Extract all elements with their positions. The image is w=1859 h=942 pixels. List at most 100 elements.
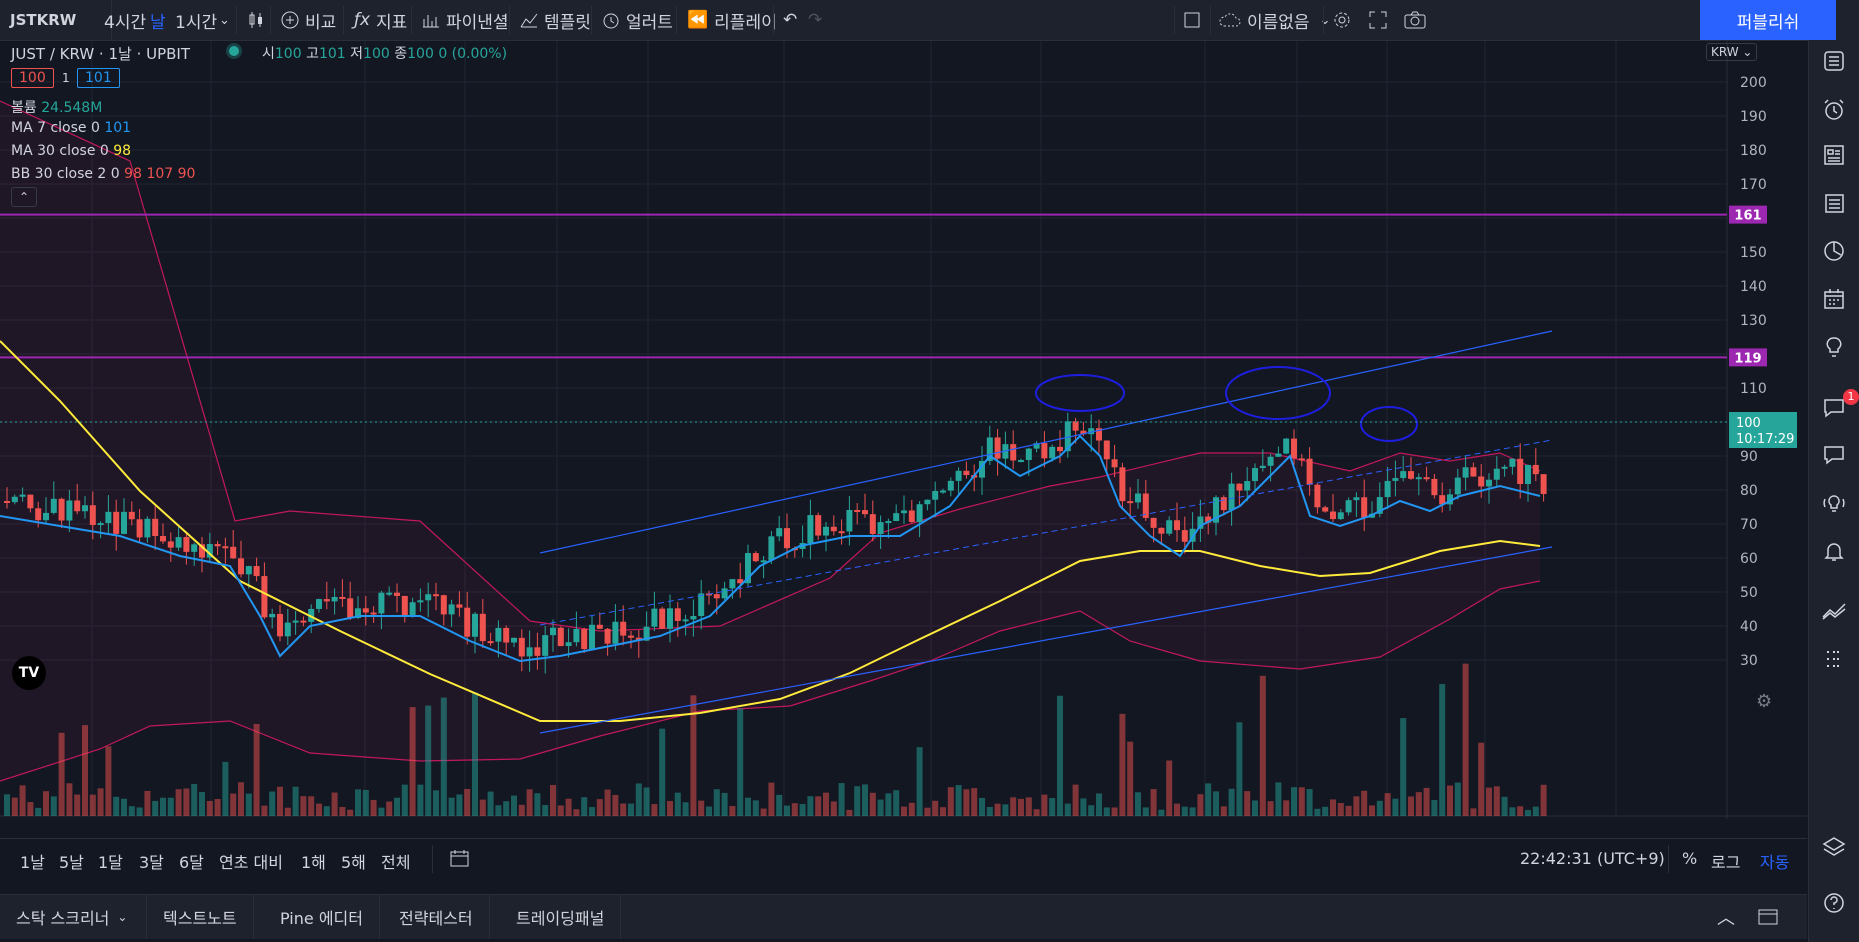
- camera-icon[interactable]: [1404, 0, 1426, 40]
- chevron-down-icon: ⌄: [117, 910, 128, 924]
- chart-type-candles-icon[interactable]: [247, 0, 265, 40]
- ideas-lightbulb-icon[interactable]: [1819, 332, 1849, 362]
- price-tick-label: 130: [1740, 313, 1767, 329]
- candle-body: [955, 470, 962, 481]
- settings-gear-icon[interactable]: [1332, 0, 1352, 40]
- clock-timezone[interactable]: 22:42:31 (UTC+9): [1520, 849, 1665, 868]
- panel-window-icon[interactable]: [1758, 895, 1778, 939]
- volume-bar: [347, 809, 354, 816]
- help-question-icon[interactable]: [1819, 888, 1849, 918]
- range-all[interactable]: 전체: [381, 853, 411, 872]
- tab-stock-screener[interactable]: 스탁 스크리너 ⌄: [0, 895, 147, 939]
- tab-pine-editor[interactable]: Pine 에디터: [264, 895, 380, 939]
- trading-trend-icon[interactable]: [1819, 596, 1849, 626]
- volume-bar: [1283, 800, 1290, 816]
- indicators-button[interactable]: ƒx 지표: [354, 0, 407, 40]
- volume-bar: [737, 708, 744, 816]
- candle-body: [1213, 497, 1219, 523]
- layout-name-button[interactable]: 이름없음 ⌄: [1219, 0, 1330, 40]
- volume-bar: [253, 723, 260, 816]
- volume-bar: [799, 803, 806, 816]
- maximize-panel-chevron-up-icon[interactable]: ︿: [1717, 908, 1735, 929]
- fullscreen-icon[interactable]: [1369, 0, 1387, 40]
- volume-bar: [706, 806, 712, 816]
- financials-button[interactable]: 파이낸셜: [422, 0, 509, 40]
- axis-settings-gear-icon[interactable]: ⚙: [1756, 691, 1773, 712]
- range-6m[interactable]: 6달: [179, 853, 204, 872]
- log-scale-toggle[interactable]: 로그: [1711, 853, 1741, 872]
- volume-bar: [370, 799, 377, 816]
- range-1d[interactable]: 1날: [20, 853, 45, 872]
- chat-icon[interactable]: [1819, 392, 1849, 422]
- symbol-search-button[interactable]: JSTKRW: [0, 0, 112, 40]
- watchlist-icon[interactable]: [1819, 46, 1849, 76]
- volume-bar: [986, 807, 993, 816]
- volume-bar: [425, 705, 432, 816]
- volume-bar: [620, 803, 627, 816]
- compare-button[interactable]: 비교: [281, 0, 336, 40]
- goto-date-calendar-icon[interactable]: [450, 849, 470, 871]
- data-window-icon[interactable]: [1819, 236, 1849, 266]
- volume-bar: [339, 806, 346, 816]
- volume-bar: [362, 789, 369, 816]
- volume-bar: [144, 790, 151, 816]
- volume-bar: [448, 797, 455, 816]
- price-tick-label: 150: [1740, 245, 1767, 261]
- news-icon[interactable]: [1819, 140, 1849, 170]
- auto-scale-toggle[interactable]: 자동: [1760, 853, 1790, 872]
- replay-button[interactable]: ⏪ 리플레이: [687, 0, 777, 40]
- tab-trading-panel[interactable]: 트레이딩패널: [500, 895, 622, 939]
- notifications-bell-icon[interactable]: [1819, 536, 1849, 566]
- range-1m[interactable]: 1달: [98, 853, 123, 872]
- volume-bar: [823, 792, 829, 816]
- alarm-clock-icon[interactable]: [1819, 95, 1849, 125]
- templates-button[interactable]: 템플릿: [520, 0, 591, 40]
- candle-body: [1314, 484, 1321, 508]
- streams-icon[interactable]: [1819, 488, 1849, 518]
- alerts-button[interactable]: 얼러트: [602, 0, 673, 40]
- interval-day-button[interactable]: 날: [150, 0, 166, 40]
- volume-legend: 볼륨 24.548M: [11, 97, 102, 117]
- indicators-label: 지표: [376, 12, 408, 33]
- layers-icon[interactable]: [1819, 832, 1849, 862]
- volume-bar: [1213, 791, 1219, 816]
- candle-body: [206, 544, 213, 558]
- range-1y[interactable]: 1해: [301, 853, 326, 872]
- percent-scale-toggle[interactable]: %: [1682, 849, 1698, 868]
- alarm-clock-icon: [602, 11, 620, 29]
- dom-icon[interactable]: [1819, 644, 1849, 674]
- volume-bar: [932, 800, 939, 816]
- range-3m[interactable]: 3달: [139, 853, 164, 872]
- undo-icon[interactable]: ↶: [783, 10, 798, 30]
- calendar-icon[interactable]: [1819, 284, 1849, 314]
- interval-dropdown-icon[interactable]: ⌄: [219, 12, 230, 28]
- volume-label: 볼륨: [11, 100, 37, 116]
- tab-strategy-tester[interactable]: 전략테스터: [383, 895, 490, 939]
- hotlist-icon[interactable]: [1819, 188, 1849, 218]
- volume-bar: [940, 807, 946, 816]
- candle-body: [74, 500, 81, 512]
- redo-icon[interactable]: ↷: [808, 10, 823, 30]
- range-5y[interactable]: 5해: [341, 853, 366, 872]
- currency-selector[interactable]: KRW ⌄: [1706, 43, 1758, 61]
- alerts-label: 얼러트: [626, 12, 673, 33]
- candle-body: [308, 608, 315, 622]
- range-ytd[interactable]: 연초 대비: [219, 853, 283, 872]
- interval-1h-button[interactable]: 1시간: [175, 0, 217, 40]
- chart-pane[interactable]: 200190180170150140130110908070605040306월…: [0, 41, 1807, 819]
- candle-body: [1322, 507, 1329, 512]
- candle-body: [1532, 464, 1539, 475]
- buy-price-button[interactable]: 101: [77, 68, 120, 88]
- candle-body: [245, 566, 252, 575]
- price-chart[interactable]: 200190180170150140130110908070605040306월…: [0, 41, 1807, 819]
- range-5d[interactable]: 5날: [59, 853, 84, 872]
- candle-body: [401, 595, 408, 615]
- publish-button[interactable]: 퍼블리쉬: [1700, 0, 1836, 40]
- collapse-legend-chevron-up-icon[interactable]: ⌃: [11, 187, 37, 207]
- tab-text-notes[interactable]: 텍스트노트: [147, 895, 254, 939]
- interval-4h-button[interactable]: 4시간: [104, 0, 146, 40]
- sell-price-button[interactable]: 100: [11, 68, 54, 88]
- layout-square-icon[interactable]: [1183, 0, 1201, 40]
- volume-bar: [113, 796, 120, 816]
- messages-icon[interactable]: [1819, 440, 1849, 470]
